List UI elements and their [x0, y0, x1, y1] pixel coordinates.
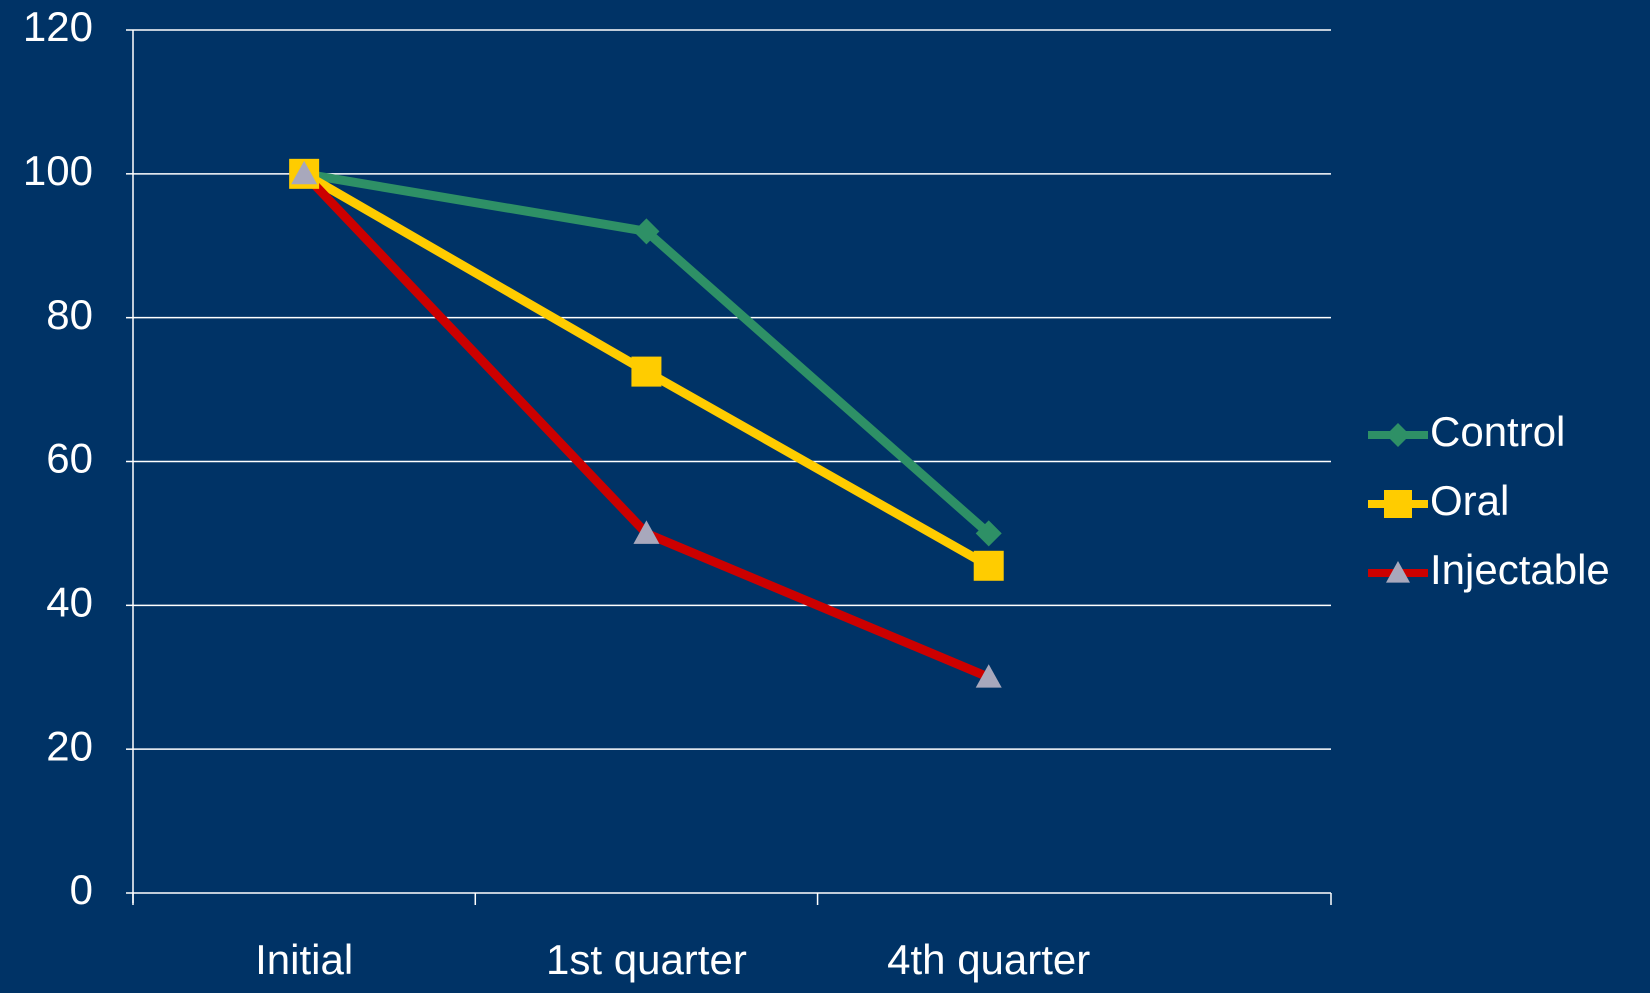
y-tick-label: 120: [23, 3, 93, 50]
y-tick-label: 80: [46, 291, 93, 338]
marker: [1386, 561, 1410, 583]
marker: [631, 356, 662, 387]
marker: [633, 520, 660, 544]
marker: [291, 160, 318, 185]
legend-label: Injectable: [1430, 546, 1610, 593]
marker: [975, 664, 1002, 688]
legend-label: Control: [1430, 408, 1565, 455]
marker: [973, 550, 1004, 581]
y-tick-label: 20: [46, 722, 93, 769]
legend-label: Oral: [1430, 477, 1509, 524]
x-tick-label: 4th quarter: [887, 936, 1090, 983]
y-tick-label: 40: [46, 578, 93, 625]
marker: [633, 218, 660, 245]
marker: [975, 520, 1002, 547]
x-tick-label: 1st quarter: [546, 936, 747, 983]
marker: [1384, 490, 1412, 518]
y-tick-label: 100: [23, 147, 93, 194]
y-tick-label: 0: [70, 866, 93, 913]
x-tick-label: Initial: [255, 936, 353, 983]
series-line: [300, 170, 991, 682]
marker: [1386, 423, 1410, 447]
y-tick-label: 60: [46, 435, 93, 482]
